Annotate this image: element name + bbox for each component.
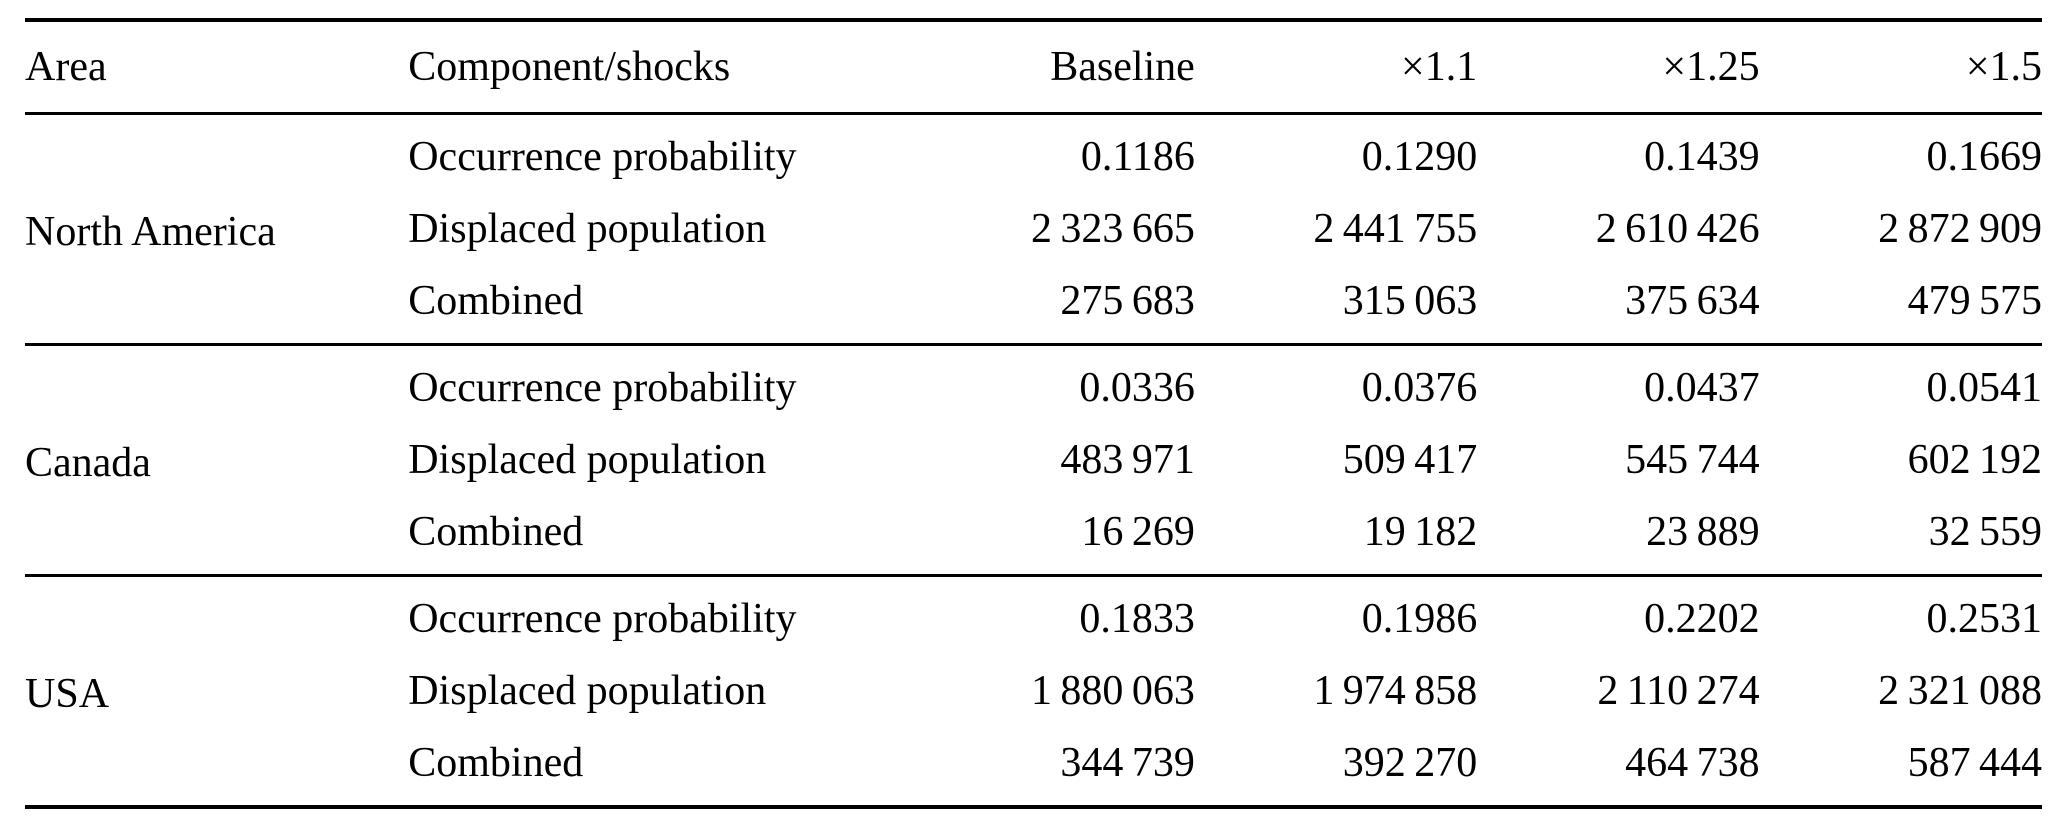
area-cell: Canada [25,440,151,486]
value-cell: 275 683 [1060,278,1195,324]
value-cell: 545 744 [1625,437,1760,483]
header-row: Area Component/shocks Baseline ×1.1 ×1.2… [25,20,2042,114]
value-cell: 0.2531 [1926,596,2043,642]
value-cell: 315 063 [1342,278,1478,324]
value-cell: 0.1833 [1079,596,1195,642]
row-label: Displaced population [408,437,767,483]
value-cell: 0.1669 [1926,134,2043,180]
value-cell: 0.0336 [1079,365,1195,411]
table-row: Displaced population 483 971 509 417 545… [25,424,2042,496]
col-header-x1-1: ×1.1 [1401,44,1478,90]
value-cell: 0.0376 [1361,365,1478,411]
value-cell: 2 872 909 [1878,206,2042,252]
col-header-area: Area [25,44,107,90]
row-label: Occurrence probability [408,596,797,642]
table-header: Area Component/shocks Baseline ×1.1 ×1.2… [25,20,2042,114]
table-row: Displaced population 2 323 665 2 441 755… [25,193,2042,265]
value-cell: 2 323 665 [1031,206,1195,252]
row-label: Combined [408,740,584,786]
value-cell: 0.0437 [1644,365,1760,411]
table-row: USA Occurrence probability 0.1833 0.1986… [25,576,2043,715]
row-label: Occurrence probability [408,365,797,411]
group-canada: Canada Occurrence probability 0.0336 0.0… [25,344,2043,576]
value-cell: 2 610 426 [1595,206,1760,252]
col-header-component: Component/shocks [408,44,731,90]
value-cell: 509 417 [1342,437,1478,483]
results-table: Area Component/shocks Baseline ×1.1 ×1.2… [25,18,2042,809]
value-cell: 32 559 [1928,509,2042,555]
group-usa: USA Occurrence probability 0.1833 0.1986… [25,575,2043,808]
value-cell: 0.1986 [1361,596,1478,642]
value-cell: 0.1439 [1644,134,1760,180]
table-row: North America Occurrence probability 0.1… [25,114,2043,253]
area-cell: USA [25,671,110,717]
area-cell: North America [25,209,276,255]
value-cell: 375 634 [1625,278,1760,324]
value-cell: 1 974 858 [1313,668,1478,714]
value-cell: 2 321 088 [1878,668,2042,714]
col-header-baseline: Baseline [1050,44,1195,90]
row-label: Combined [408,278,584,324]
table-row: Canada Occurrence probability 0.0336 0.0… [25,345,2043,484]
table-row: Displaced population 1 880 063 1 974 858… [25,655,2042,727]
value-cell: 392 270 [1342,740,1478,786]
value-cell: 1 880 063 [1031,668,1195,714]
row-label: Combined [408,509,584,555]
value-cell: 483 971 [1060,437,1195,483]
table-row: Combined 344 739 392 270 464 738 587 444 [25,727,2042,807]
col-header-x1-5: ×1.5 [1965,44,2042,90]
value-cell: 464 738 [1625,740,1760,786]
value-cell: 23 889 [1646,509,1760,555]
table-row: Combined 275 683 315 063 375 634 479 575 [25,265,2042,345]
value-cell: 587 444 [1907,740,2042,786]
row-label: Displaced population [408,668,767,714]
col-header-x1-25: ×1.25 [1662,44,1760,90]
value-cell: 0.1290 [1361,134,1478,180]
table-row: Combined 16 269 19 182 23 889 32 559 [25,496,2042,576]
value-cell: 602 192 [1907,437,2042,483]
row-label: Occurrence probability [408,134,797,180]
value-cell: 16 269 [1081,509,1195,555]
value-cell: 344 739 [1060,740,1195,786]
value-cell: 2 110 274 [1597,668,1760,714]
group-north-america: North America Occurrence probability 0.1… [25,114,2042,345]
value-cell: 2 441 755 [1313,206,1478,252]
value-cell: 19 182 [1363,509,1478,555]
value-cell: 479 575 [1907,278,2042,324]
row-label: Displaced population [408,206,767,252]
value-cell: 0.1186 [1080,134,1195,180]
value-cell: 0.0541 [1926,365,2043,411]
value-cell: 0.2202 [1644,596,1760,642]
